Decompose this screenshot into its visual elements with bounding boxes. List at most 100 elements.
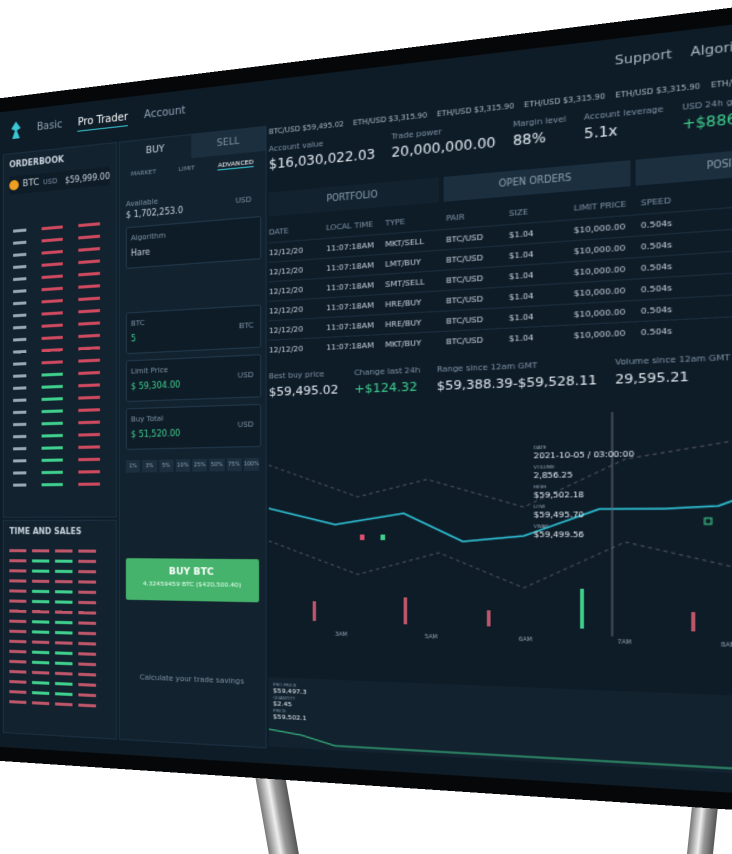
percent-button[interactable]: 50% [209, 458, 225, 472]
screen: Basic Pro Trader Account Support Algorithms… [0, 0, 732, 817]
orderbook-cell [78, 469, 100, 474]
sales-cell [9, 609, 27, 613]
sales-cell [55, 650, 73, 655]
orderbook-cell [41, 249, 63, 255]
orderbook-cell [13, 410, 27, 414]
order-type[interactable]: ADVANCED [217, 158, 254, 171]
cell: BTC/USD [446, 294, 484, 306]
cell: SMT/SELL [385, 277, 425, 289]
sales-cell [78, 641, 97, 646]
account-stat: Margin level 88% [513, 115, 566, 149]
sales-cell [9, 699, 27, 704]
cell: $1.04 [508, 291, 534, 302]
band-lower [269, 541, 732, 592]
orderbook-cell [78, 320, 100, 326]
nav-link[interactable]: Algorithms [690, 34, 732, 60]
sales-cell [78, 672, 97, 677]
sales-cell [32, 650, 50, 654]
cell: 11:07:18AM [326, 320, 374, 332]
buy-tab[interactable]: BUY [119, 134, 192, 166]
column-header: LOCAL TIME [326, 219, 374, 233]
input-field[interactable]: Limit Price $ 59,304.00 USD [125, 354, 262, 403]
order-type[interactable]: MARKET [130, 168, 157, 178]
cell: 0.504s [640, 218, 673, 230]
percent-button[interactable]: 3% [142, 459, 157, 473]
sales-cell [9, 679, 27, 684]
buy-button-sub: 4.32459459 BTC ($420,500.40) [142, 580, 242, 590]
orderbook-cell [13, 313, 27, 317]
savings-link[interactable]: Calculate your trade savings [139, 673, 245, 686]
orderbook-cell [13, 325, 27, 329]
percent-button[interactable]: 75% [226, 458, 242, 472]
orderbook-cell [13, 240, 27, 245]
band-upper [269, 432, 732, 509]
stat-value: 29,595.21 [614, 369, 689, 388]
input-field[interactable]: BTC 5 BTC [125, 304, 262, 355]
price-stats: Best buy price $59,495.02 Change last 24h +… [269, 350, 732, 399]
orderbook-cell [78, 482, 100, 486]
orderbook-cell [41, 237, 63, 242]
ticker-item: ETH/USD $3,315.90 [615, 81, 701, 101]
orderbook-cell [13, 373, 27, 378]
order-type[interactable]: LIMIT [178, 164, 195, 174]
tooltip-value: 2021-10-05 / 03:00:00 [534, 449, 634, 461]
percent-button[interactable]: 100% [243, 457, 260, 471]
orderbook-cell [41, 421, 63, 425]
orderbook-cell [13, 276, 27, 281]
orderbook-cell [13, 446, 27, 450]
cell: $1.04 [508, 311, 534, 323]
tab[interactable]: POSITIONS [635, 141, 732, 186]
sales-cell [55, 610, 73, 614]
algorithm-select[interactable]: Algorithm Hare [125, 215, 262, 269]
sales-cell [78, 590, 97, 594]
orderbook-cell [78, 432, 100, 437]
percent-button[interactable]: 5% [158, 459, 174, 473]
input-field[interactable]: Buy Total $ 51,520.00 USD [125, 403, 262, 450]
sell-tab[interactable]: SELL [191, 126, 266, 159]
cell: HRE/BUY [385, 317, 422, 329]
sales-cell [55, 661, 73, 665]
stat-value: +$124.32 [354, 379, 418, 397]
field-value: $ 51,520.00 [130, 428, 181, 440]
mini-line [269, 729, 732, 790]
orderbook-title: ORDERBOOK [9, 154, 64, 170]
orderbook-cell [78, 382, 100, 387]
sales-cell [9, 669, 27, 674]
cell: BTC/USD [446, 232, 484, 245]
nav-tab[interactable]: Pro Trader [77, 111, 128, 132]
percent-button[interactable]: 1% [125, 460, 141, 473]
sales-cell [55, 589, 73, 594]
cell: 11:07:18AM [326, 260, 374, 273]
percent-button[interactable]: 10% [175, 459, 191, 473]
sales-cell [32, 619, 50, 624]
nav-tab[interactable]: Basic [36, 119, 63, 134]
cell: BTC/USD [446, 314, 484, 326]
orderbook-cell [13, 264, 27, 269]
available-unit: USD [235, 195, 252, 206]
sales-cell [78, 631, 97, 635]
trade-panel: BUY SELL MARKET LIMIT ADVANCED Available $… [118, 125, 267, 749]
percent-button[interactable]: 25% [192, 458, 208, 472]
orderbook-cell [13, 361, 27, 366]
cell: 12/12/20 [268, 343, 304, 355]
sales-cell [55, 579, 73, 583]
cell: MKT/BUY [385, 338, 422, 349]
orderbook-cell [13, 470, 27, 475]
orderbook-cell [78, 370, 100, 375]
nav-link[interactable]: Support [614, 46, 672, 69]
cell: 12/12/20 [268, 245, 304, 257]
column-header: PAIR [446, 212, 465, 224]
column-header: DATE [268, 226, 289, 237]
sales-cell [78, 600, 97, 604]
orderbook-cell [41, 359, 63, 364]
price-stat: Change last 24h +$124.32 [354, 366, 420, 396]
pair-select[interactable]: BTC USD $59,999.00 [9, 166, 110, 195]
cell: 11:07:18AM [326, 280, 374, 293]
orderbook-cell [78, 407, 100, 412]
orderbook-cell [13, 300, 27, 305]
nav-tab[interactable]: Account [144, 104, 186, 122]
x-label: 3AM [335, 631, 347, 638]
buy-button[interactable]: BUY BTC 4.32459459 BTC ($420,500.40) [125, 558, 260, 603]
